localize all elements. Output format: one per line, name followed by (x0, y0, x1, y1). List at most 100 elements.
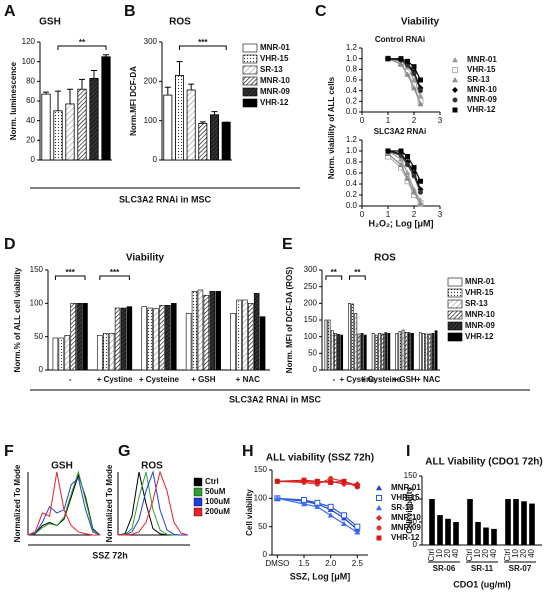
bar (418, 332, 422, 371)
point (398, 61, 404, 67)
legend-label: MNR-09 (465, 321, 495, 330)
y-tick-label: 250 (304, 282, 318, 291)
point (411, 64, 417, 70)
y-tick-label: 100 (144, 116, 158, 125)
point (398, 156, 404, 162)
legend-swatch (193, 497, 203, 507)
legend-marker (452, 97, 458, 103)
x-tick-label: 0 (360, 210, 365, 219)
bar (384, 332, 388, 371)
bar (475, 522, 481, 545)
series-line (118, 470, 189, 536)
point (354, 523, 361, 530)
bar (101, 56, 111, 161)
y-tick-label: 0.4 (346, 179, 358, 188)
point (274, 495, 281, 501)
x-axis-label: SLC3A2 RNAi in MSC (229, 394, 322, 404)
error-bar (164, 86, 171, 96)
point (398, 152, 404, 158)
legend-label: VHR-15 (467, 65, 496, 74)
point (404, 175, 411, 181)
significance-label: *** (66, 268, 76, 277)
point (354, 483, 360, 489)
bar (411, 333, 414, 371)
bar (404, 332, 408, 371)
x-tick-label: 40 (451, 548, 460, 557)
subtitle: Control RNAi (375, 35, 425, 44)
bar (221, 121, 231, 161)
legend-label: 50uM (205, 487, 226, 496)
x-tick-label: + GSH (392, 375, 416, 384)
legend-swatch (242, 76, 258, 86)
bar (429, 499, 435, 545)
bar (97, 335, 103, 371)
bar (165, 305, 171, 371)
bar (230, 313, 236, 371)
x-tick-label: + Cystine (340, 375, 376, 384)
legend-label: SR-13 (467, 75, 490, 84)
bar (513, 499, 519, 545)
point (301, 501, 307, 507)
legend-label: VHR-12 (391, 533, 420, 542)
legend-marker (452, 87, 458, 93)
y-axis-label: Norm. luminescence (9, 61, 18, 140)
point (274, 478, 280, 484)
bar (327, 319, 331, 371)
x-axis-label: SSZ, Log [μM] (290, 571, 351, 581)
bar (175, 75, 184, 161)
point (411, 189, 417, 195)
bar (483, 527, 489, 545)
error-bar (199, 121, 206, 124)
bar (58, 337, 65, 371)
legend-marker (376, 515, 382, 521)
x-tick-label: DMSO (265, 559, 289, 568)
bar (529, 503, 535, 545)
y-tick-label: 0.2 (346, 96, 358, 105)
group-label: SR-07 (509, 564, 532, 573)
subtitle: SLC3A2 RNAi (374, 127, 426, 136)
y-axis-label: Normalized To Mode (13, 464, 22, 542)
error-bar (176, 61, 183, 76)
legend-label: MNR-01 (465, 277, 495, 286)
y-tick-label: 100 (30, 298, 44, 307)
legend-swatch (193, 477, 203, 487)
x-tick-label: 3 (438, 116, 443, 125)
y-tick-label: 150 (254, 465, 268, 474)
legend-label: MNR-10 (467, 85, 497, 94)
legend-label: MNR-10 (465, 310, 495, 319)
legend-marker (452, 67, 458, 73)
bar (437, 515, 443, 545)
bar (153, 308, 159, 371)
legend-swatch (242, 98, 258, 108)
chart-title: GSH (39, 17, 61, 28)
error-bar (43, 91, 49, 95)
point (398, 161, 404, 167)
y-tick-label: 100 (254, 493, 268, 502)
point (404, 71, 411, 77)
bar (215, 291, 221, 371)
bar (82, 303, 88, 371)
x-axis-label: SSZ 72h (92, 550, 128, 560)
bar (521, 501, 527, 545)
legend-marker (376, 525, 382, 531)
bar (363, 334, 367, 371)
legend-label: VHR-15 (260, 54, 289, 63)
bar (357, 333, 361, 371)
bar (248, 303, 254, 371)
bar (425, 333, 429, 371)
bar (171, 303, 177, 371)
x-tick-label: 3 (438, 210, 443, 219)
y-tick-label: 0.2 (346, 190, 358, 199)
significance-label: *** (110, 268, 120, 277)
x-tick-label: 1 (386, 116, 391, 125)
bar (434, 330, 438, 371)
y-tick-label: 0 (263, 550, 268, 559)
x-tick-label: 2.0 (325, 559, 337, 568)
y-tick-label: 100 (304, 332, 318, 341)
point (405, 58, 410, 64)
x-tick-label: - (69, 375, 72, 384)
point (341, 478, 347, 484)
x-tick-label: 40 (489, 548, 498, 557)
bar (453, 522, 459, 545)
group-label: SR-11 (471, 564, 494, 573)
